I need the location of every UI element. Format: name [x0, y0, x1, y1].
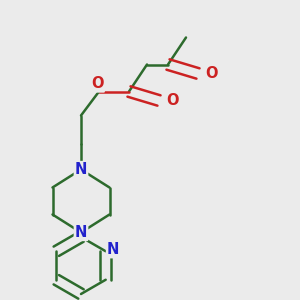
- Text: N: N: [107, 242, 119, 257]
- Text: O: O: [205, 66, 218, 81]
- Text: O: O: [91, 76, 104, 92]
- Text: N: N: [75, 162, 87, 177]
- Text: O: O: [166, 93, 179, 108]
- Text: N: N: [75, 225, 87, 240]
